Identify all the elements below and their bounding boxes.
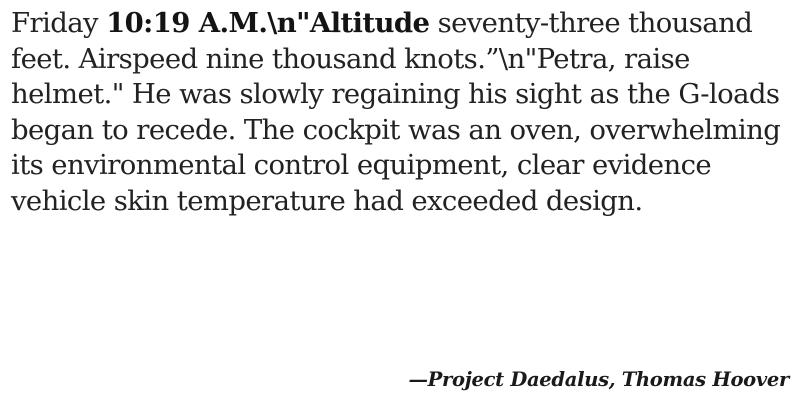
quote-segment-day: Friday: [11, 7, 107, 39]
quote-segment-body: seventy-three thousand feet. Airspeed ni…: [11, 7, 781, 217]
quote-segment-time-altitude: 10:19 A.M.\n"Altitude: [106, 7, 430, 39]
quote-attribution: —Project Daedalus, Thomas Hoover: [408, 368, 789, 391]
quote-text: Friday 10:19 A.M.\n"Altitude seventy-thr…: [11, 6, 781, 219]
